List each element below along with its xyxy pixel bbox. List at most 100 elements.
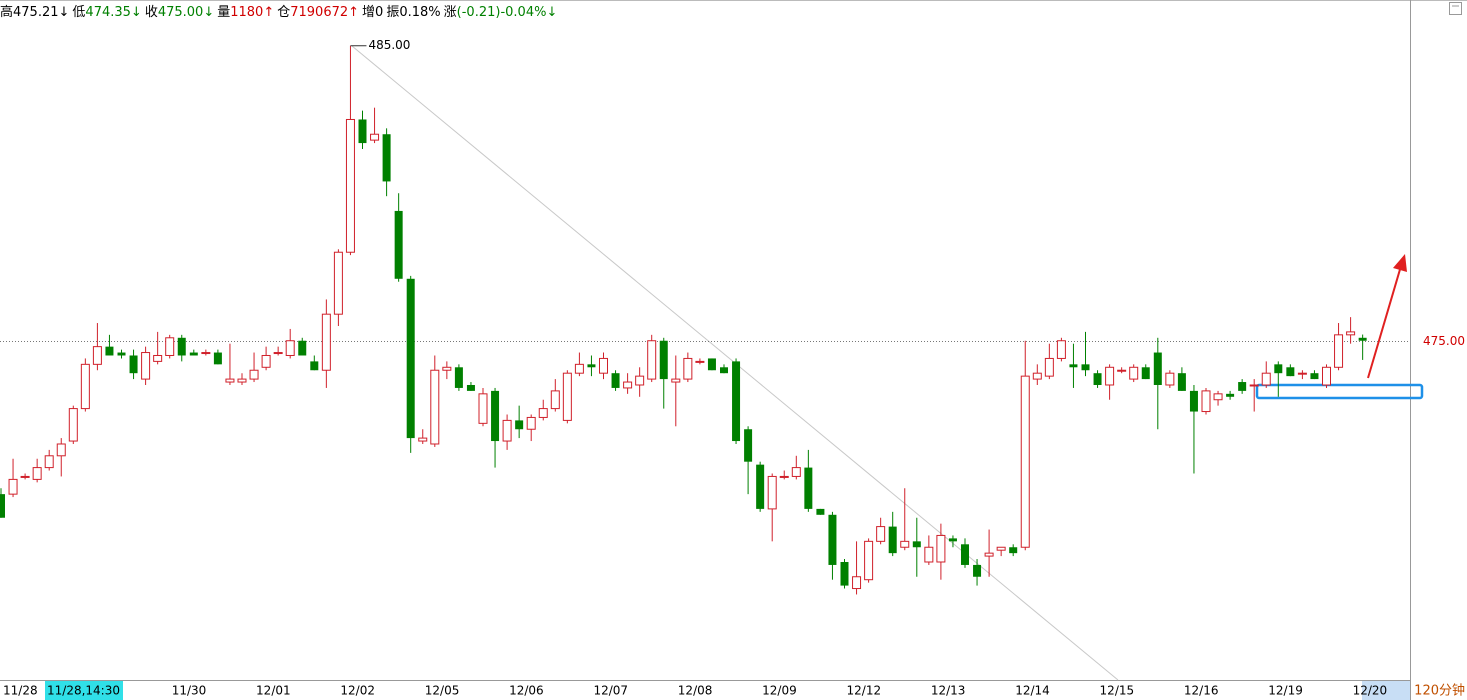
candle-body — [659, 340, 668, 380]
candle-body — [900, 540, 910, 548]
x-tick-label: 11/30 — [172, 684, 207, 698]
candle-body — [1238, 382, 1247, 391]
candle-body — [44, 455, 54, 469]
x-tick-label: 12/09 — [762, 684, 797, 698]
header-label: 仓 — [277, 5, 290, 20]
candle-body — [1129, 366, 1139, 380]
candle-body — [1177, 373, 1186, 391]
candle-body — [189, 352, 198, 356]
candle-body — [117, 352, 126, 356]
candle-body — [888, 526, 897, 554]
x-tick-label: 12/12 — [847, 684, 882, 698]
current-day-highlight — [1362, 681, 1410, 700]
header-label: 增 — [362, 5, 375, 20]
candle-body — [1261, 372, 1271, 386]
cursor-time-box — [45, 681, 123, 700]
x-tick-label: 11/28 — [3, 684, 38, 698]
candle-body — [804, 467, 813, 509]
candle-body — [779, 475, 789, 478]
candle-body — [298, 340, 307, 356]
candle-body — [671, 378, 681, 383]
x-tick-label: 12/14 — [1015, 684, 1050, 698]
candle-body — [454, 367, 463, 388]
candle-body — [0, 494, 5, 518]
candle-body — [1056, 340, 1066, 359]
candle-body — [538, 408, 548, 418]
candle-body — [840, 561, 849, 586]
arrow-head — [1393, 254, 1407, 272]
arrow-shaft — [1367, 265, 1402, 379]
plot — [0, 45, 1410, 595]
candle-body — [1201, 390, 1211, 413]
candle-body — [20, 475, 30, 478]
x-tick-label: 12/19 — [1268, 684, 1303, 698]
candle-body — [707, 358, 716, 371]
candle-body — [80, 363, 90, 410]
candle-body — [1117, 369, 1127, 372]
panel-toggle[interactable] — [1449, 2, 1462, 15]
candle-body — [936, 534, 946, 563]
candle-body — [502, 419, 512, 442]
candle-body — [442, 366, 452, 371]
period-label[interactable]: 120分钟 — [1414, 683, 1465, 699]
header-label: 低 — [72, 5, 85, 20]
candle-body — [32, 467, 42, 480]
candle-body — [1274, 364, 1283, 374]
x-tick-label: 12/02 — [340, 684, 375, 698]
candle-body — [732, 361, 741, 442]
candle-body — [249, 369, 259, 380]
candle-body — [1346, 331, 1356, 336]
candle-body — [996, 546, 1006, 551]
candle-body — [225, 378, 235, 383]
header-value: 7190672↑ — [290, 5, 359, 20]
candle-body — [1322, 366, 1331, 386]
candle-body — [1081, 364, 1090, 371]
candle-body — [1297, 372, 1307, 375]
candle-body — [720, 367, 728, 374]
candle-body — [177, 337, 186, 356]
candle-body — [1044, 357, 1054, 377]
x-tick-label: 12/13 — [931, 684, 966, 698]
candle-body — [683, 357, 693, 380]
x-tick-label: 12/16 — [1184, 684, 1219, 698]
high-label: 485.00 — [368, 38, 410, 52]
header-value: 475.00↓ — [158, 5, 214, 20]
candle-body — [466, 384, 475, 391]
candle-body — [1069, 364, 1078, 368]
candle-body — [924, 546, 934, 563]
header-value: 474.35↓ — [85, 5, 141, 20]
highlight-box — [1255, 383, 1424, 400]
candle-body — [418, 437, 428, 442]
candle-body — [695, 360, 705, 363]
header-value: 0 — [375, 5, 383, 20]
header-info: 高475.21↓ 低474.35↓ 收475.00↓ 量1180↑ 仓7190672↑ 增… — [0, 4, 557, 20]
candle-body — [105, 346, 114, 356]
candle-body — [382, 134, 391, 182]
header-value: 475.21↓ — [13, 5, 69, 20]
candle-body — [358, 119, 367, 144]
candle-body — [828, 514, 837, 565]
candle-body — [310, 361, 319, 371]
candle-body — [1009, 547, 1018, 554]
x-tick-label: 12/08 — [678, 684, 713, 698]
candle-body — [141, 352, 151, 380]
candle-body — [1032, 372, 1042, 380]
candle-body — [1105, 366, 1115, 386]
x-tick-label: 12/07 — [593, 684, 628, 698]
x-tick-label: 12/20 — [1353, 684, 1388, 698]
candle-body — [623, 381, 633, 389]
candle-body — [611, 373, 620, 388]
candle-body — [261, 354, 271, 368]
candle-body — [153, 354, 163, 362]
candle-body — [744, 429, 753, 462]
candle-body — [345, 118, 355, 253]
candle-body — [852, 576, 862, 590]
candle-body — [56, 443, 66, 457]
candle-body — [165, 337, 175, 356]
candle-body — [526, 416, 536, 430]
candle-body — [273, 352, 283, 355]
candle-body — [948, 538, 957, 542]
candle-body — [756, 464, 765, 509]
